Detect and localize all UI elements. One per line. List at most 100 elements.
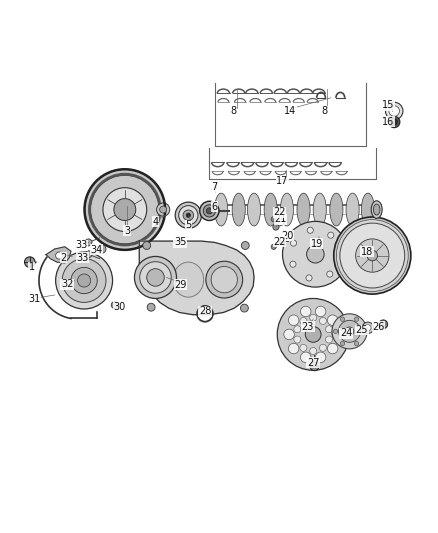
Ellipse shape: [247, 193, 261, 226]
Circle shape: [143, 241, 151, 249]
Circle shape: [332, 314, 367, 349]
Polygon shape: [139, 241, 254, 314]
Circle shape: [241, 241, 249, 249]
Circle shape: [290, 240, 297, 246]
Text: 20: 20: [282, 231, 294, 241]
Text: 1: 1: [28, 262, 35, 272]
Circle shape: [327, 271, 333, 277]
Circle shape: [114, 199, 136, 221]
Ellipse shape: [264, 193, 277, 226]
Circle shape: [385, 102, 403, 120]
Circle shape: [305, 327, 321, 342]
Ellipse shape: [232, 193, 245, 226]
Text: 34: 34: [91, 245, 103, 255]
Text: 33: 33: [75, 240, 87, 251]
Text: 7: 7: [212, 182, 218, 192]
Circle shape: [389, 106, 399, 116]
Circle shape: [354, 341, 359, 346]
Circle shape: [319, 318, 326, 325]
Text: 5: 5: [185, 220, 191, 230]
Circle shape: [356, 239, 389, 272]
Text: 35: 35: [174, 237, 186, 247]
Circle shape: [379, 320, 388, 329]
Circle shape: [294, 326, 301, 333]
Ellipse shape: [346, 193, 359, 226]
Ellipse shape: [330, 193, 343, 226]
Circle shape: [56, 252, 113, 309]
Ellipse shape: [215, 193, 228, 226]
Circle shape: [337, 253, 343, 259]
Circle shape: [175, 202, 201, 229]
Text: 15: 15: [382, 100, 395, 110]
Circle shape: [206, 261, 243, 298]
Circle shape: [307, 246, 324, 263]
Text: 2: 2: [60, 253, 67, 263]
Circle shape: [340, 223, 405, 288]
Circle shape: [315, 352, 326, 362]
Circle shape: [62, 259, 106, 302]
Circle shape: [179, 206, 198, 225]
Circle shape: [307, 227, 313, 233]
Circle shape: [284, 329, 294, 340]
Circle shape: [147, 269, 164, 286]
Circle shape: [339, 320, 360, 342]
Text: 8: 8: [321, 106, 327, 116]
Text: 26: 26: [372, 321, 385, 332]
Circle shape: [147, 303, 155, 311]
Circle shape: [206, 208, 212, 214]
Ellipse shape: [280, 193, 293, 226]
Circle shape: [103, 188, 147, 231]
Circle shape: [325, 326, 332, 333]
Circle shape: [340, 341, 345, 346]
Ellipse shape: [361, 193, 374, 226]
Circle shape: [389, 116, 400, 128]
Circle shape: [290, 261, 296, 267]
Circle shape: [240, 304, 248, 312]
Circle shape: [273, 224, 279, 230]
Circle shape: [25, 257, 35, 268]
Text: 32: 32: [61, 279, 73, 289]
Text: 14: 14: [284, 106, 297, 116]
Circle shape: [367, 251, 378, 261]
Circle shape: [271, 216, 276, 222]
Circle shape: [334, 217, 411, 294]
Ellipse shape: [313, 193, 326, 226]
Text: 30: 30: [113, 302, 126, 312]
Ellipse shape: [373, 204, 380, 215]
Circle shape: [336, 220, 408, 292]
Circle shape: [337, 251, 343, 257]
Circle shape: [354, 317, 359, 321]
Circle shape: [91, 175, 159, 244]
Text: 27: 27: [307, 358, 319, 368]
Circle shape: [333, 329, 338, 334]
Circle shape: [345, 327, 354, 336]
Text: 22: 22: [273, 207, 286, 217]
Circle shape: [78, 274, 91, 287]
Circle shape: [315, 306, 326, 317]
Text: 23: 23: [302, 321, 314, 332]
Text: 8: 8: [230, 106, 237, 116]
Text: 4: 4: [152, 217, 159, 227]
Text: 25: 25: [356, 325, 368, 335]
Circle shape: [300, 306, 311, 317]
Text: 17: 17: [276, 176, 289, 186]
Circle shape: [319, 344, 326, 351]
Circle shape: [300, 318, 307, 325]
Circle shape: [85, 239, 92, 246]
Text: 28: 28: [199, 306, 211, 316]
Text: 29: 29: [174, 280, 187, 290]
Text: 31: 31: [28, 294, 40, 304]
Circle shape: [365, 325, 371, 331]
Circle shape: [310, 348, 317, 354]
Circle shape: [332, 329, 343, 340]
Circle shape: [325, 336, 332, 343]
Circle shape: [134, 256, 177, 298]
Circle shape: [140, 262, 171, 293]
Circle shape: [289, 315, 299, 326]
Circle shape: [200, 201, 219, 221]
Text: 3: 3: [124, 225, 130, 236]
Circle shape: [300, 352, 311, 362]
Ellipse shape: [297, 193, 310, 226]
Circle shape: [159, 206, 166, 213]
Circle shape: [71, 268, 97, 294]
